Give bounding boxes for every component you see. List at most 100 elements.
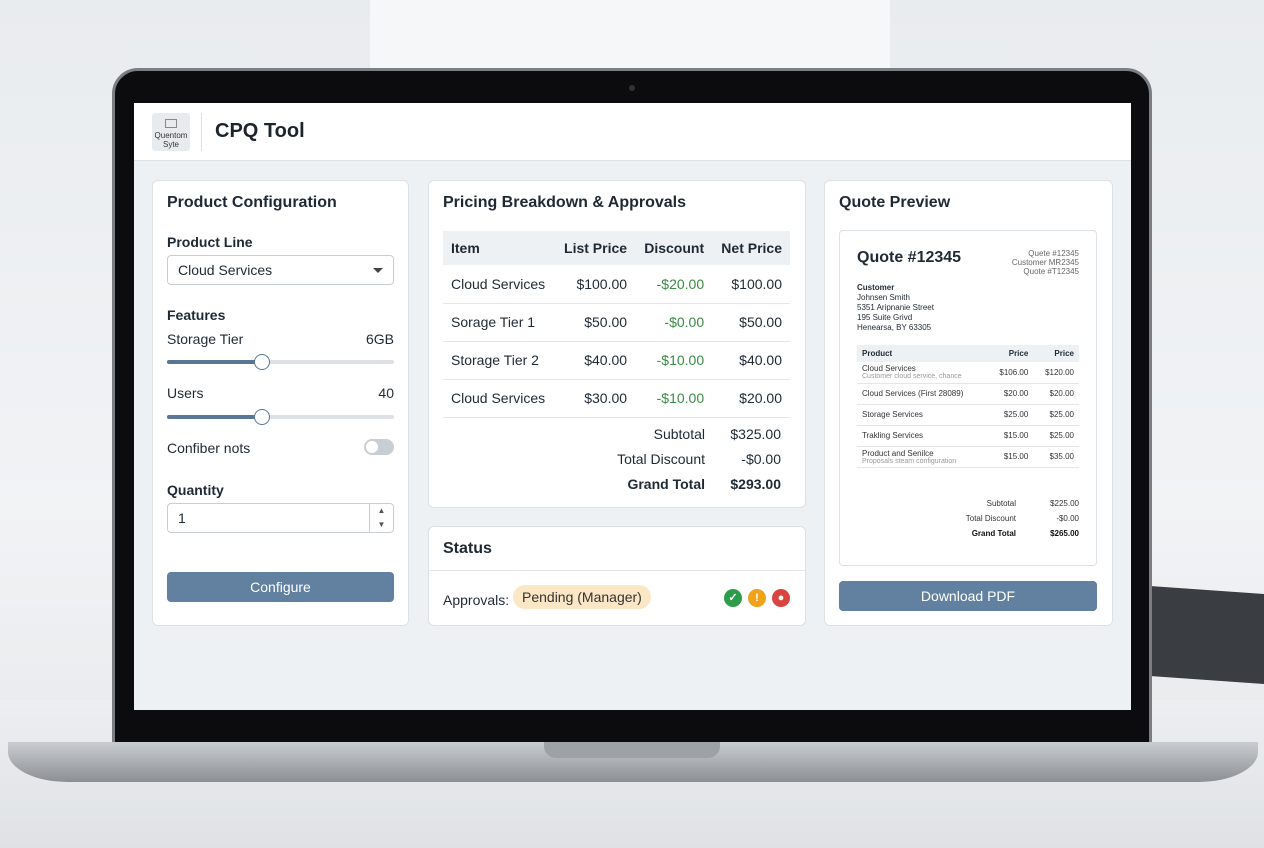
table-row: Cloud Services $100.00 -$20.00 $100.00 [443, 265, 790, 304]
subtotal-value: $325.00 [730, 426, 781, 442]
notebook [1150, 586, 1264, 684]
users-label: Users [167, 385, 204, 401]
table-cell: Cloud Services Customer cloud service, ch… [857, 362, 988, 384]
slider-handle[interactable] [254, 354, 270, 370]
status-badge: Pending (Manager) [513, 585, 651, 609]
table-row: Storage Tier 2 $40.00 -$10.00 $40.00 [443, 341, 790, 380]
customer-line: Henearsa, BY 63305 [857, 323, 932, 332]
app-title: CPQ Tool [215, 120, 305, 142]
column-header: Net Price [712, 231, 790, 265]
download-pdf-button[interactable]: Download PDF [839, 581, 1097, 611]
table-cell: -$10.00 [635, 379, 713, 418]
table-cell: Trakling Services [857, 425, 988, 447]
storage-label: Storage Tier [167, 331, 244, 347]
table-row: Cloud Services (First 28089) $20.00 $20.00 [857, 383, 1079, 405]
feature-toggle[interactable] [364, 439, 394, 455]
card-title: Pricing Breakdown & Approvals [443, 194, 687, 211]
discount-value: -$0.00 [741, 451, 781, 467]
configure-button[interactable]: Configure [167, 572, 394, 602]
customer-line: 5351 Aripnanie Street [857, 303, 934, 312]
table-cell: $106.00 [987, 362, 1034, 384]
users-slider[interactable] [167, 409, 394, 425]
pricing-table: Item List Price Discount Net Price Cloud Se… [443, 231, 790, 418]
screen: Quentom Syte CPQ Tool Product Configurat… [134, 103, 1131, 710]
table-cell: $40.00 [554, 341, 636, 380]
table-cell: -$10.00 [635, 341, 713, 380]
grand-total-label: Grand Total [971, 529, 1016, 538]
laptop-notch [544, 742, 720, 758]
grand-total-value: $265.00 [1050, 529, 1079, 538]
quantity-label: Quantity [167, 482, 224, 498]
check-icon[interactable]: ✓ [724, 589, 742, 607]
table-cell: $25.00 [1033, 404, 1079, 426]
grand-total-value: $293.00 [730, 476, 781, 492]
table-row: Trakling Services $15.00 $25.00 [857, 425, 1079, 447]
subtotal-label: Subtotal [653, 426, 705, 442]
column-header: Discount [635, 231, 713, 265]
quantity-stepper[interactable]: 1 ▲ ▼ [167, 503, 394, 533]
warning-icon[interactable]: ! [748, 589, 766, 607]
product-note: Proposals steam configuration [862, 457, 957, 465]
table-cell: $30.00 [554, 379, 636, 418]
product-configuration-card: Product Configuration Product Line Cloud… [152, 180, 409, 626]
table-cell: Sorage Tier 1 [443, 303, 555, 342]
discount-label: Total Discount [965, 514, 1016, 523]
storage-value: 6GB [365, 331, 394, 347]
table-cell: $50.00 [554, 303, 636, 342]
subtotal-value: $225.00 [1050, 499, 1079, 508]
toggle-label: Confiber nots [167, 440, 251, 456]
product-line-value: Cloud Services [178, 262, 273, 278]
slider-handle[interactable] [254, 409, 270, 425]
grand-total-label: Grand Total [627, 476, 705, 492]
product-line-select[interactable]: Cloud Services [167, 255, 394, 285]
customer-line: Johnsen Smith [857, 293, 910, 302]
table-cell: $20.00 [987, 383, 1034, 405]
customer-label: Customer [857, 283, 895, 292]
table-row: Cloud Services Customer cloud service, ch… [857, 362, 1079, 384]
table-cell: Storage Tier 2 [443, 341, 555, 380]
status-card: Status Approvals: Pending (Manager) ✓ ! … [428, 526, 806, 626]
table-cell: $20.00 [712, 379, 790, 418]
table-cell: Cloud Services [443, 379, 555, 418]
storage-slider[interactable] [167, 354, 394, 370]
quote-document: Quote #12345 Quete #12345 Customer MR2345… [839, 230, 1097, 566]
product-note: Customer cloud service, chance [862, 373, 962, 381]
table-cell: $50.00 [712, 303, 790, 342]
table-row: Cloud Services $30.00 -$10.00 $20.00 [443, 379, 790, 418]
product-name: Cloud Services [862, 364, 916, 374]
table-row: Sorage Tier 1 $50.00 -$0.00 $50.00 [443, 303, 790, 342]
table-cell: $15.00 [987, 446, 1034, 468]
table-cell: $100.00 [554, 265, 636, 304]
table-cell: Product and Senilce Proposals steam confi… [857, 446, 988, 468]
table-cell: $120.00 [1033, 362, 1079, 384]
increment-icon[interactable]: ▲ [377, 506, 386, 515]
quote-preview-card: Quote Preview Quote #12345 Quete #12345 C… [824, 180, 1113, 626]
table-row: Storage Services $25.00 $25.00 [857, 404, 1079, 426]
card-title: Quote Preview [839, 194, 951, 211]
customer-line: 195 Suite Grivd [857, 313, 913, 322]
column-header: Item [443, 231, 555, 265]
pricing-card: Pricing Breakdown & Approvals Item List P… [428, 180, 806, 508]
chevron-down-icon [373, 268, 383, 273]
card-title: Product Configuration [167, 194, 337, 211]
product-name: Cloud Services (First 28089) [862, 389, 964, 398]
features-label: Features [167, 307, 226, 323]
table-cell: $25.00 [987, 404, 1034, 426]
logo: Quentom Syte [152, 113, 190, 151]
table-cell: $100.00 [712, 265, 790, 304]
quote-meta: Customer MR2345 [1011, 258, 1079, 267]
divider [201, 113, 202, 151]
table-row: Product and Senilce Proposals steam confi… [857, 446, 1079, 468]
camera [629, 85, 635, 91]
column-header: Product [857, 345, 988, 362]
app-header: Quentom Syte CPQ Tool [134, 103, 1131, 161]
table-cell: -$0.00 [635, 303, 713, 342]
discount-label: Total Discount [617, 451, 705, 467]
users-value: 40 [378, 385, 394, 401]
column-header: Price [1033, 345, 1079, 362]
user-reject-icon[interactable]: ● [772, 589, 790, 607]
table-cell: Cloud Services (First 28089) [857, 383, 988, 405]
table-cell: $35.00 [1033, 446, 1079, 468]
column-header: List Price [554, 231, 636, 265]
decrement-icon[interactable]: ▼ [377, 520, 386, 529]
